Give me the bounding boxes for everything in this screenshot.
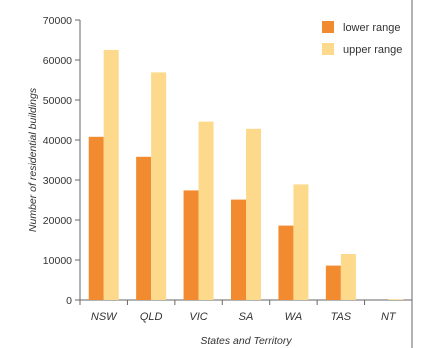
x-tick-label: VIC	[189, 311, 207, 323]
y-axis-ticks: 0 10000 20000 30000 40000 50000 60000 70000	[43, 15, 80, 307]
bar-layer	[88, 50, 404, 301]
y-tick-label: 20000	[43, 215, 72, 227]
bar-lower-range-QLD	[136, 156, 152, 300]
x-tick-label: QLD	[140, 311, 163, 323]
x-axis-title: States and Territory	[200, 335, 292, 347]
x-tick-label: TAS	[331, 311, 352, 323]
bar-upper-range-VIC	[198, 121, 214, 300]
x-axis-ticks: NSW QLD VIC SA WA TAS NT	[79, 300, 413, 323]
y-tick-label: 0	[66, 295, 72, 307]
bar-lower-range-WA	[278, 225, 294, 300]
bar-upper-range-QLD	[151, 72, 167, 301]
x-tick-label: SA	[239, 311, 254, 323]
y-tick-label: 60000	[43, 55, 72, 67]
x-tick-label: WA	[285, 311, 303, 323]
legend: lower range upper range	[322, 21, 402, 56]
legend-swatch-lower-range	[322, 21, 334, 33]
y-tick-label: 50000	[43, 95, 72, 107]
y-axis-title: Number of residential buildings	[27, 87, 39, 232]
y-tick-label: 70000	[43, 15, 72, 27]
legend-label-upper-range: upper range	[343, 44, 402, 56]
bar-lower-range-TAS	[325, 265, 341, 300]
y-tick-label: 30000	[43, 175, 72, 187]
y-tick-label: 10000	[43, 255, 72, 267]
bar-lower-range-NSW	[88, 136, 104, 300]
bar-upper-range-SA	[246, 128, 261, 300]
y-tick-label: 40000	[43, 135, 72, 147]
bar-upper-range-NT	[388, 299, 404, 300]
legend-swatch-upper-range	[322, 43, 334, 55]
bar-upper-range-NSW	[103, 50, 119, 300]
x-tick-label: NSW	[91, 311, 118, 323]
bar-upper-range-TAS	[340, 254, 356, 300]
x-tick-label: NT	[381, 311, 397, 323]
bar-lower-range-VIC	[183, 190, 199, 300]
bar-lower-range-SA	[231, 199, 246, 300]
bar-upper-range-WA	[293, 184, 309, 300]
legend-label-lower-range: lower range	[343, 22, 400, 34]
